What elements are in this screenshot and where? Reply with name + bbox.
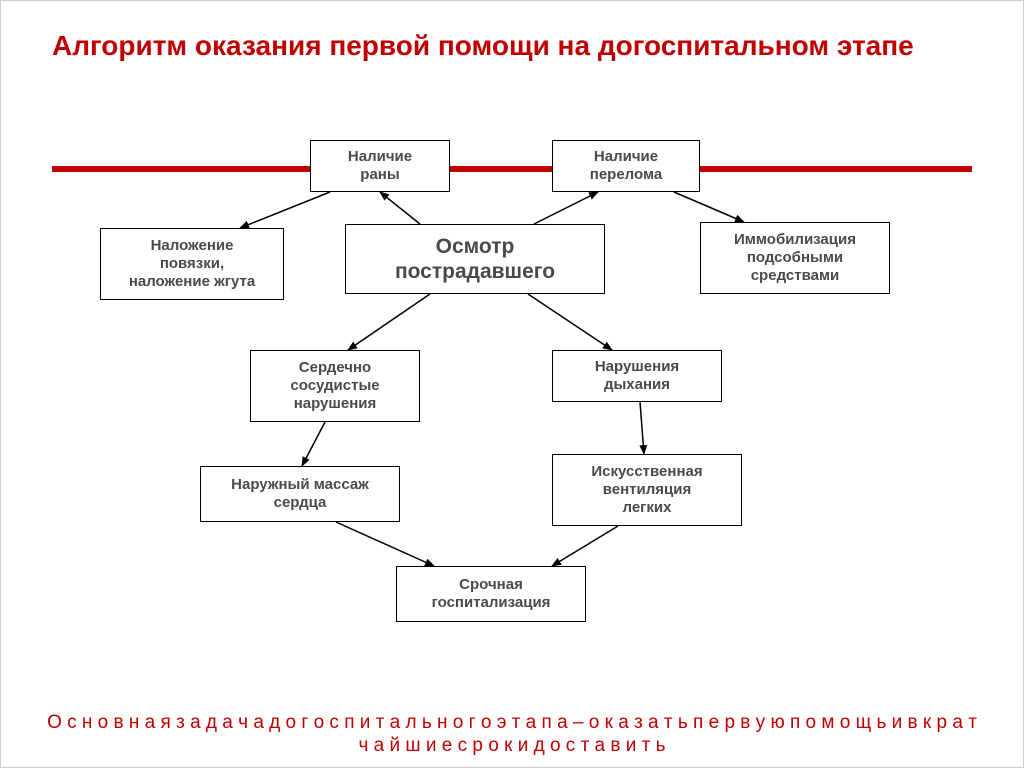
node-bandage: Наложение повязки, наложение жгута [100, 228, 284, 300]
node-breath: Нарушения дыхания [552, 350, 722, 402]
node-cardio: Сердечно сосудистые нарушения [250, 350, 420, 422]
node-wound: Наличие раны [310, 140, 450, 192]
node-fracture: Наличие перелома [552, 140, 700, 192]
node-exam: Осмотр пострадавшего [345, 224, 605, 294]
footer-text: О с н о в н а я з а д а ч а д о г о с п … [40, 711, 984, 759]
title-rule [52, 166, 972, 172]
node-massage: Наружный массаж сердца [200, 466, 400, 522]
node-immob: Иммобилизация подсобными средствами [700, 222, 890, 294]
node-vent: Искусственная вентиляция легких [552, 454, 742, 526]
slide-frame [0, 0, 1024, 768]
slide-title: Алгоритм оказания первой помощи на догос… [52, 30, 972, 62]
node-hosp: Срочная госпитализация [396, 566, 586, 622]
